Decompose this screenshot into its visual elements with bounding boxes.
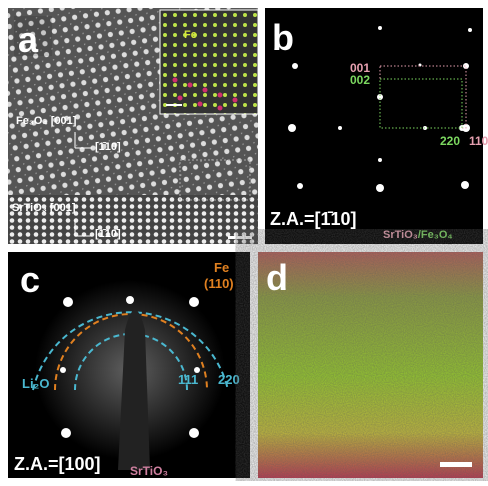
spot-label: 110 [469,134,488,148]
spot-label: 002 [350,73,370,87]
panel-label: c [20,259,40,300]
ring-label: 111 [178,372,198,387]
inset-label: Fe [184,29,197,41]
substrate-direction: [1̄10] [95,228,121,240]
figure: Fe a Fe₃O₄ [001] [1̄10] SrTiO₃ [001] [1̄… [0,0,488,481]
phase-label: Fe [214,260,229,275]
zone-axis: Z.A.=[100] [14,454,101,474]
plane-label: (110) [204,276,234,291]
panel-label: a [18,19,39,60]
panel-label: b [272,17,294,58]
substrate-label: SrTiO₃ [130,464,168,478]
panel-a: Fe a Fe₃O₄ [001] [1̄10] SrTiO₃ [001] [1̄… [8,8,258,244]
panel-b: b 001 002 220 110 Z.A.=[1̄10] SrTiO₃/Fe₃… [265,8,488,244]
substrate-label: SrTiO₃ [383,229,418,241]
film-label: /Fe₃O₄ [418,229,453,241]
panel-label: d [266,257,288,298]
svg-text:SrTiO₃/Fe₃O₄: SrTiO₃/Fe₃O₄ [383,229,453,241]
zone-axis: Z.A.=[1̄10] [270,209,357,229]
film-orientation: Fe₃O₄ [001] [16,115,77,127]
spot-label: 220 [440,134,460,148]
panel-d: d [258,252,483,478]
ring-label: 220 [218,372,240,387]
panel-c: c Fe (110) Li₂O 111 220 Z.A.=[100] SrTiO… [8,252,250,478]
substrate-orientation: SrTiO₃ [001] [12,202,76,214]
phase-label: Li₂O [22,376,49,391]
film-direction: [1̄10] [95,141,121,153]
